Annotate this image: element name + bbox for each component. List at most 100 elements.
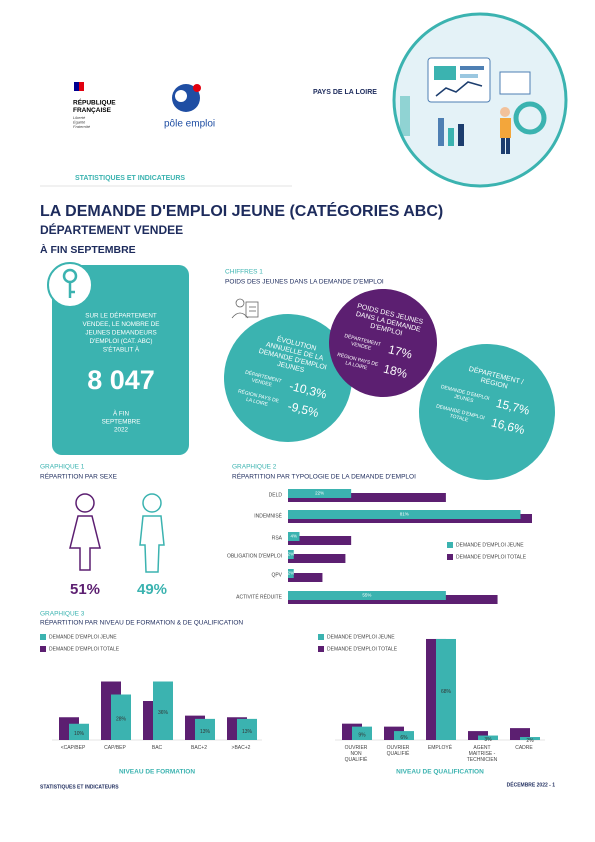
key-text: JEUNES DEMANDEURS (85, 330, 156, 337)
circle-shape (329, 289, 437, 397)
key-text: D'EMPLOI (CAT. ABC) (89, 338, 152, 345)
person-head (75, 493, 95, 513)
value-label: 51% (70, 581, 100, 598)
category-label: <CAP/BEP (61, 745, 86, 751)
person-icon (69, 515, 101, 571)
legend-label: DEMANDE D'EMPLOI TOTALE (327, 646, 398, 652)
category-label: ACTIVITÉ RÉDUITE (236, 593, 283, 600)
value-label: 13% (242, 729, 253, 735)
legend-swatch (40, 634, 46, 640)
circle-row-value: 18% (382, 362, 409, 381)
marianne-logo (74, 82, 84, 91)
bar (288, 591, 446, 600)
bar (153, 681, 173, 740)
legend-swatch (318, 646, 324, 652)
header-illustration (392, 12, 568, 188)
value-label: 13% (200, 729, 211, 735)
chart-label: GRAPHIQUE 1 (40, 464, 85, 471)
category-label: OUVRIER QUALIFIÉ (387, 745, 410, 757)
value-label: 6% (400, 735, 408, 741)
circle-row-label: VENDEE (251, 378, 273, 389)
bar (478, 735, 498, 740)
legend-label: DEMANDE D'EMPLOI TOTALE (456, 554, 527, 560)
bar (288, 550, 294, 559)
category-label: OUVRIER NON QUALIFIÉ (345, 745, 368, 763)
bar (288, 536, 352, 545)
value-label: 2% (288, 571, 295, 576)
circle-shape (224, 314, 352, 442)
category-label: CADRE (515, 745, 533, 751)
key-icon (62, 268, 78, 298)
axis-title: NIVEAU DE QUALIFICATION (396, 769, 484, 776)
category-label: DELD (269, 492, 283, 498)
key-date: À FIN (113, 409, 130, 418)
key-text: S'ÉTABLIT À (103, 345, 140, 354)
value-label: 22% (315, 491, 324, 496)
chart-label: GRAPHIQUE 2 (232, 464, 277, 471)
bar (288, 493, 446, 502)
bar (69, 723, 89, 740)
circle-row-label: LA LOIRE (345, 360, 369, 371)
motto: Liberté (73, 115, 86, 120)
bar (288, 573, 323, 582)
region: PAYS DE LA LOIRE (313, 89, 377, 96)
circle-shape (419, 344, 555, 480)
pole-emploi-logo (175, 90, 187, 102)
title: LA DEMANDE D'EMPLOI JEUNE (CATÉGORIES AB… (40, 201, 443, 220)
logo-text: pôle emploi (164, 119, 215, 130)
person-icon (139, 515, 165, 573)
chart-title: RÉPARTITION PAR NIVEAU DE FORMATION & DE… (40, 618, 243, 627)
category-label: OBLIGATION D'EMPLOI (227, 553, 282, 559)
category-label: AGENT MAITRISE -TECHNICIEN (467, 745, 498, 763)
key-text: SUR LE DÉPARTEMENT (85, 311, 157, 320)
legend-swatch (40, 646, 46, 652)
period: À FIN SEPTEMBRE (40, 243, 136, 256)
value-label: 36% (158, 710, 169, 716)
republique: RÉPUBLIQUE (73, 98, 116, 107)
legend-swatch (447, 554, 453, 560)
value-label: 2% (288, 552, 295, 557)
value-label: 2% (526, 738, 534, 744)
value-label: 10% (74, 731, 85, 737)
category-label: EMPLOYÉ (428, 744, 453, 751)
bar (195, 718, 215, 740)
category-label: INDEMNISÉ (254, 512, 282, 519)
circle-row-label: JEUNES (453, 394, 474, 405)
chiffres-title: POIDS DES JEUNES DANS LA DEMANDE D'EMPLO… (225, 279, 384, 286)
chiffres-label: CHIFFRES 1 (225, 269, 263, 276)
bar (237, 718, 257, 740)
legend-swatch (318, 634, 324, 640)
category-label: BAC (152, 745, 163, 751)
circle-row-label: TOTALE (449, 413, 470, 424)
legend-label: DEMANDE D'EMPLOI TOTALE (49, 646, 120, 652)
chart-label: GRAPHIQUE 3 (40, 611, 85, 618)
section: STATISTIQUES ET INDICATEURS (75, 175, 185, 182)
key-value: 8 047 (87, 365, 155, 395)
value-label: 4% (290, 534, 297, 539)
key-text: VENDEE, LE NOMBRE DE (83, 321, 160, 328)
bar (510, 728, 530, 740)
pole-emploi-logo (193, 84, 201, 92)
chart-title: RÉPARTITION PAR SEXE (40, 472, 118, 481)
value-label: 3% (484, 737, 492, 743)
legend-label: DEMANDE D'EMPLOI JEUNE (49, 634, 117, 640)
bar (288, 554, 346, 563)
value-label: 28% (116, 717, 127, 723)
chart-title: RÉPARTITION PAR TYPOLOGIE DE LA DEMANDE … (232, 472, 416, 481)
circle-row-label: VENDEE (350, 341, 372, 352)
category-label: QPV (271, 572, 282, 578)
key-figure-box (52, 265, 189, 455)
legend-swatch (447, 542, 453, 548)
circle-row-value: 17% (387, 342, 414, 361)
value-label: 68% (441, 689, 452, 695)
clipboard-icon (231, 298, 259, 319)
person-head (142, 493, 162, 513)
key-date: 2022 (114, 427, 129, 434)
value-label: 49% (137, 581, 167, 598)
motto: Fraternité (73, 124, 91, 129)
footer-left: STATISTIQUES ET INDICATEURS (40, 784, 119, 790)
bar (288, 532, 300, 541)
